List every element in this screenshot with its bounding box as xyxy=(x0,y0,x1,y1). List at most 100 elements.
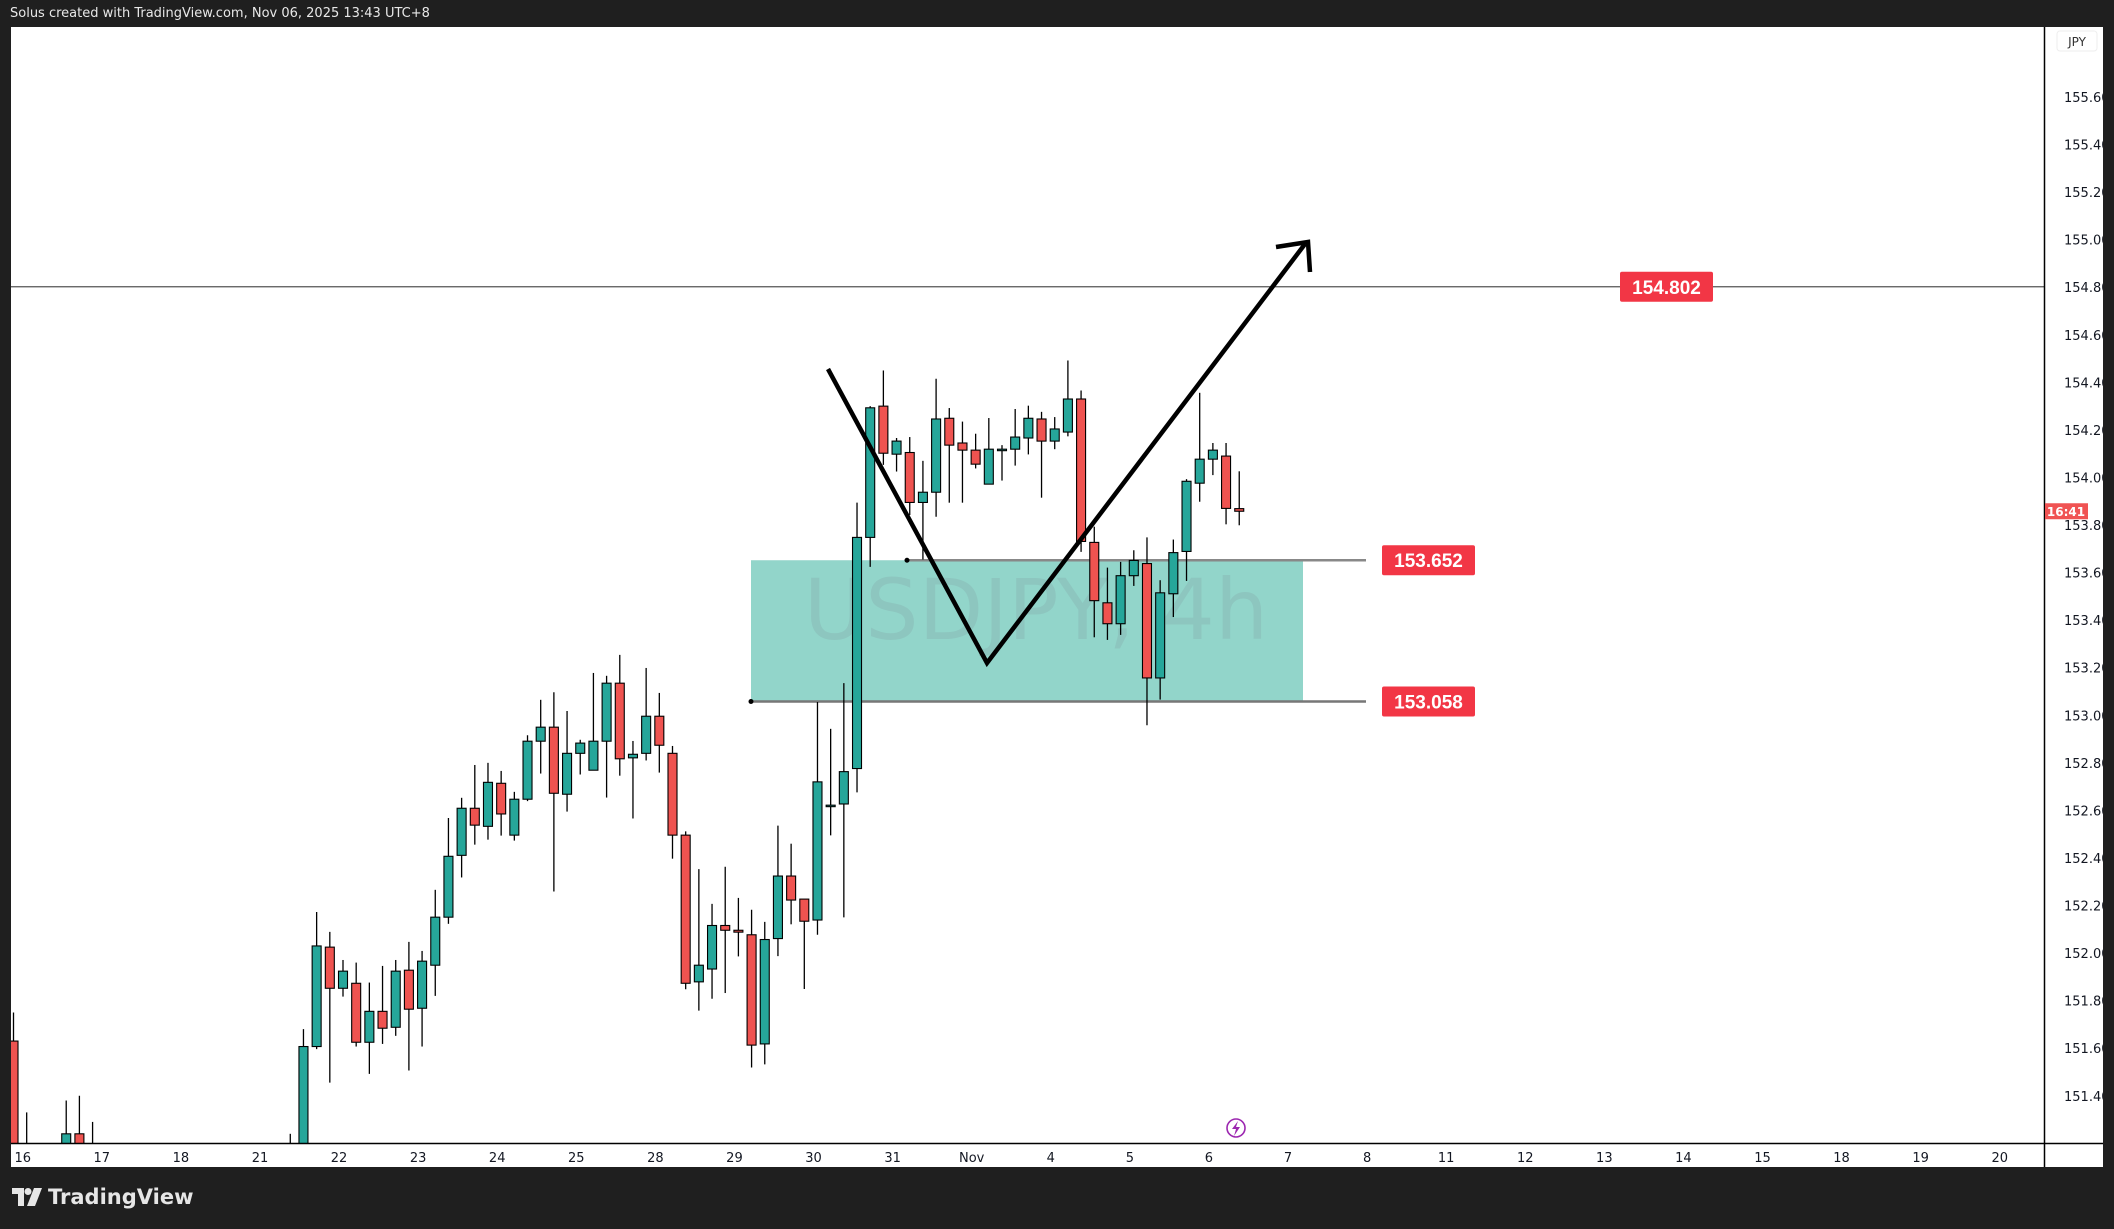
tradingview-logo-icon xyxy=(12,1188,42,1206)
price-line-label[interactable]: 153.652 xyxy=(1382,545,1475,576)
time-tick-label: 15 xyxy=(1754,1151,1771,1166)
price-line-label-bg xyxy=(1382,686,1475,717)
time-tick-label: 29 xyxy=(726,1151,743,1166)
price-tick-label: 151.600 xyxy=(2064,1042,2103,1057)
candle xyxy=(377,965,388,1044)
lightning-icon-bolt xyxy=(1232,1121,1240,1136)
candle-body-up xyxy=(1168,552,1179,595)
candle-body-up xyxy=(983,448,994,485)
candle-body-up xyxy=(1049,428,1060,442)
candle xyxy=(772,825,783,957)
time-tick-label: 20 xyxy=(1991,1151,2008,1166)
candle-body-down xyxy=(733,929,744,933)
currency-label: JPY xyxy=(2067,35,2087,49)
candle-body-up xyxy=(456,807,467,856)
time-tick-label: 24 xyxy=(489,1151,506,1166)
candle-body-down xyxy=(786,875,797,901)
time-tick-label: 4 xyxy=(1047,1151,1055,1166)
price-tick-label: 153.400 xyxy=(2064,614,2103,629)
candle-body-down xyxy=(1221,455,1232,509)
candle-body-up xyxy=(1128,559,1139,577)
candlestick-chart[interactable]: USDJPY, 4h 154.802 153.652 153.058 JPY 155.60… xyxy=(11,27,2103,1167)
candle xyxy=(1141,537,1153,726)
candle xyxy=(786,843,797,925)
candle-body-up xyxy=(996,448,1008,452)
tradingview-logo[interactable]: TradingView xyxy=(12,1185,193,1209)
demand-zone-rect xyxy=(751,560,1303,702)
time-tick-label: 30 xyxy=(805,1151,822,1166)
candle xyxy=(944,408,955,503)
time-tick-label: 14 xyxy=(1675,1151,1692,1166)
price-tick-label: 154.800 xyxy=(2064,281,2103,296)
price-tick-label: 152.800 xyxy=(2064,757,2103,772)
candle xyxy=(91,1121,94,1143)
candle-body-up xyxy=(1181,480,1192,552)
price-tick-label: 151.800 xyxy=(2064,995,2103,1010)
candle-body-up xyxy=(825,804,836,808)
candle xyxy=(957,421,968,503)
candle xyxy=(469,764,480,845)
candle xyxy=(878,370,889,465)
price-tick-label: 153.200 xyxy=(2064,662,2103,677)
time-tick-label: 16 xyxy=(14,1151,31,1166)
countdown-label: 16:41 xyxy=(2045,503,2088,520)
candle-body-up xyxy=(575,742,586,754)
candle-body-up xyxy=(838,771,849,805)
candle-body-up xyxy=(311,945,322,1048)
candle xyxy=(1062,360,1073,437)
price-tick-label: 152.000 xyxy=(2064,947,2103,962)
candle-body-up xyxy=(364,1010,375,1043)
candle xyxy=(614,654,625,776)
candle-body-up xyxy=(1207,449,1218,460)
zone-bottom-anchor xyxy=(748,698,754,704)
time-tick-label: 31 xyxy=(884,1151,901,1166)
candle xyxy=(627,740,639,819)
time-tick-label: 7 xyxy=(1284,1151,1292,1166)
currency-button[interactable]: JPY xyxy=(2056,30,2098,52)
candle xyxy=(26,1112,28,1143)
candle xyxy=(1036,411,1047,498)
candle-body-up xyxy=(1194,458,1205,484)
candle xyxy=(680,831,691,990)
candle xyxy=(654,692,665,773)
candle xyxy=(1155,580,1166,700)
time-tick-label: 18 xyxy=(1833,1151,1850,1166)
candle-body-down xyxy=(74,1133,85,1143)
price-line-label-text: 154.802 xyxy=(1632,278,1701,299)
candle xyxy=(364,982,375,1074)
time-tick-label: 21 xyxy=(252,1151,269,1166)
candle xyxy=(74,1095,85,1143)
currency-button-bg xyxy=(2056,30,2098,52)
time-tick-label: 6 xyxy=(1205,1151,1213,1166)
time-tick-label: 18 xyxy=(173,1151,190,1166)
created-with-caption: Solus created with TradingView.com, Nov … xyxy=(10,6,430,21)
candle-body-down xyxy=(377,1010,388,1029)
candle-body-up xyxy=(601,682,612,742)
candle-body-up xyxy=(706,924,718,970)
price-line-label[interactable]: 154.802 xyxy=(1620,271,1713,302)
candle-body-down xyxy=(403,969,414,1010)
candle-body-down xyxy=(1234,508,1245,512)
top-caption-bar: Solus created with TradingView.com, Nov … xyxy=(0,0,2114,27)
candle xyxy=(496,770,507,836)
candle-body-down xyxy=(496,782,507,815)
candle xyxy=(904,437,915,516)
candle-body-up xyxy=(443,855,454,918)
candle-body-down xyxy=(11,1040,19,1143)
candle-body-down xyxy=(680,834,691,984)
price-tick-label: 152.600 xyxy=(2064,804,2103,819)
candle xyxy=(61,1100,72,1143)
candle xyxy=(1168,539,1179,618)
price-line-label-bg xyxy=(1620,271,1713,302)
candle xyxy=(851,502,863,793)
price-tick-label: 153.800 xyxy=(2064,519,2103,534)
candle-body-down xyxy=(1141,563,1153,679)
symbol-watermark: USDJPY, 4h xyxy=(804,561,1268,659)
candle-body-up xyxy=(588,740,599,771)
chart-frame[interactable]: USDJPY, 4h 154.802 153.652 153.058 JPY 155.60… xyxy=(11,27,2103,1167)
candle-body-up xyxy=(1010,436,1021,450)
price-line-label[interactable]: 153.058 xyxy=(1382,686,1475,717)
candle xyxy=(983,418,994,485)
candle xyxy=(825,728,836,836)
time-tick-label: 28 xyxy=(647,1151,664,1166)
